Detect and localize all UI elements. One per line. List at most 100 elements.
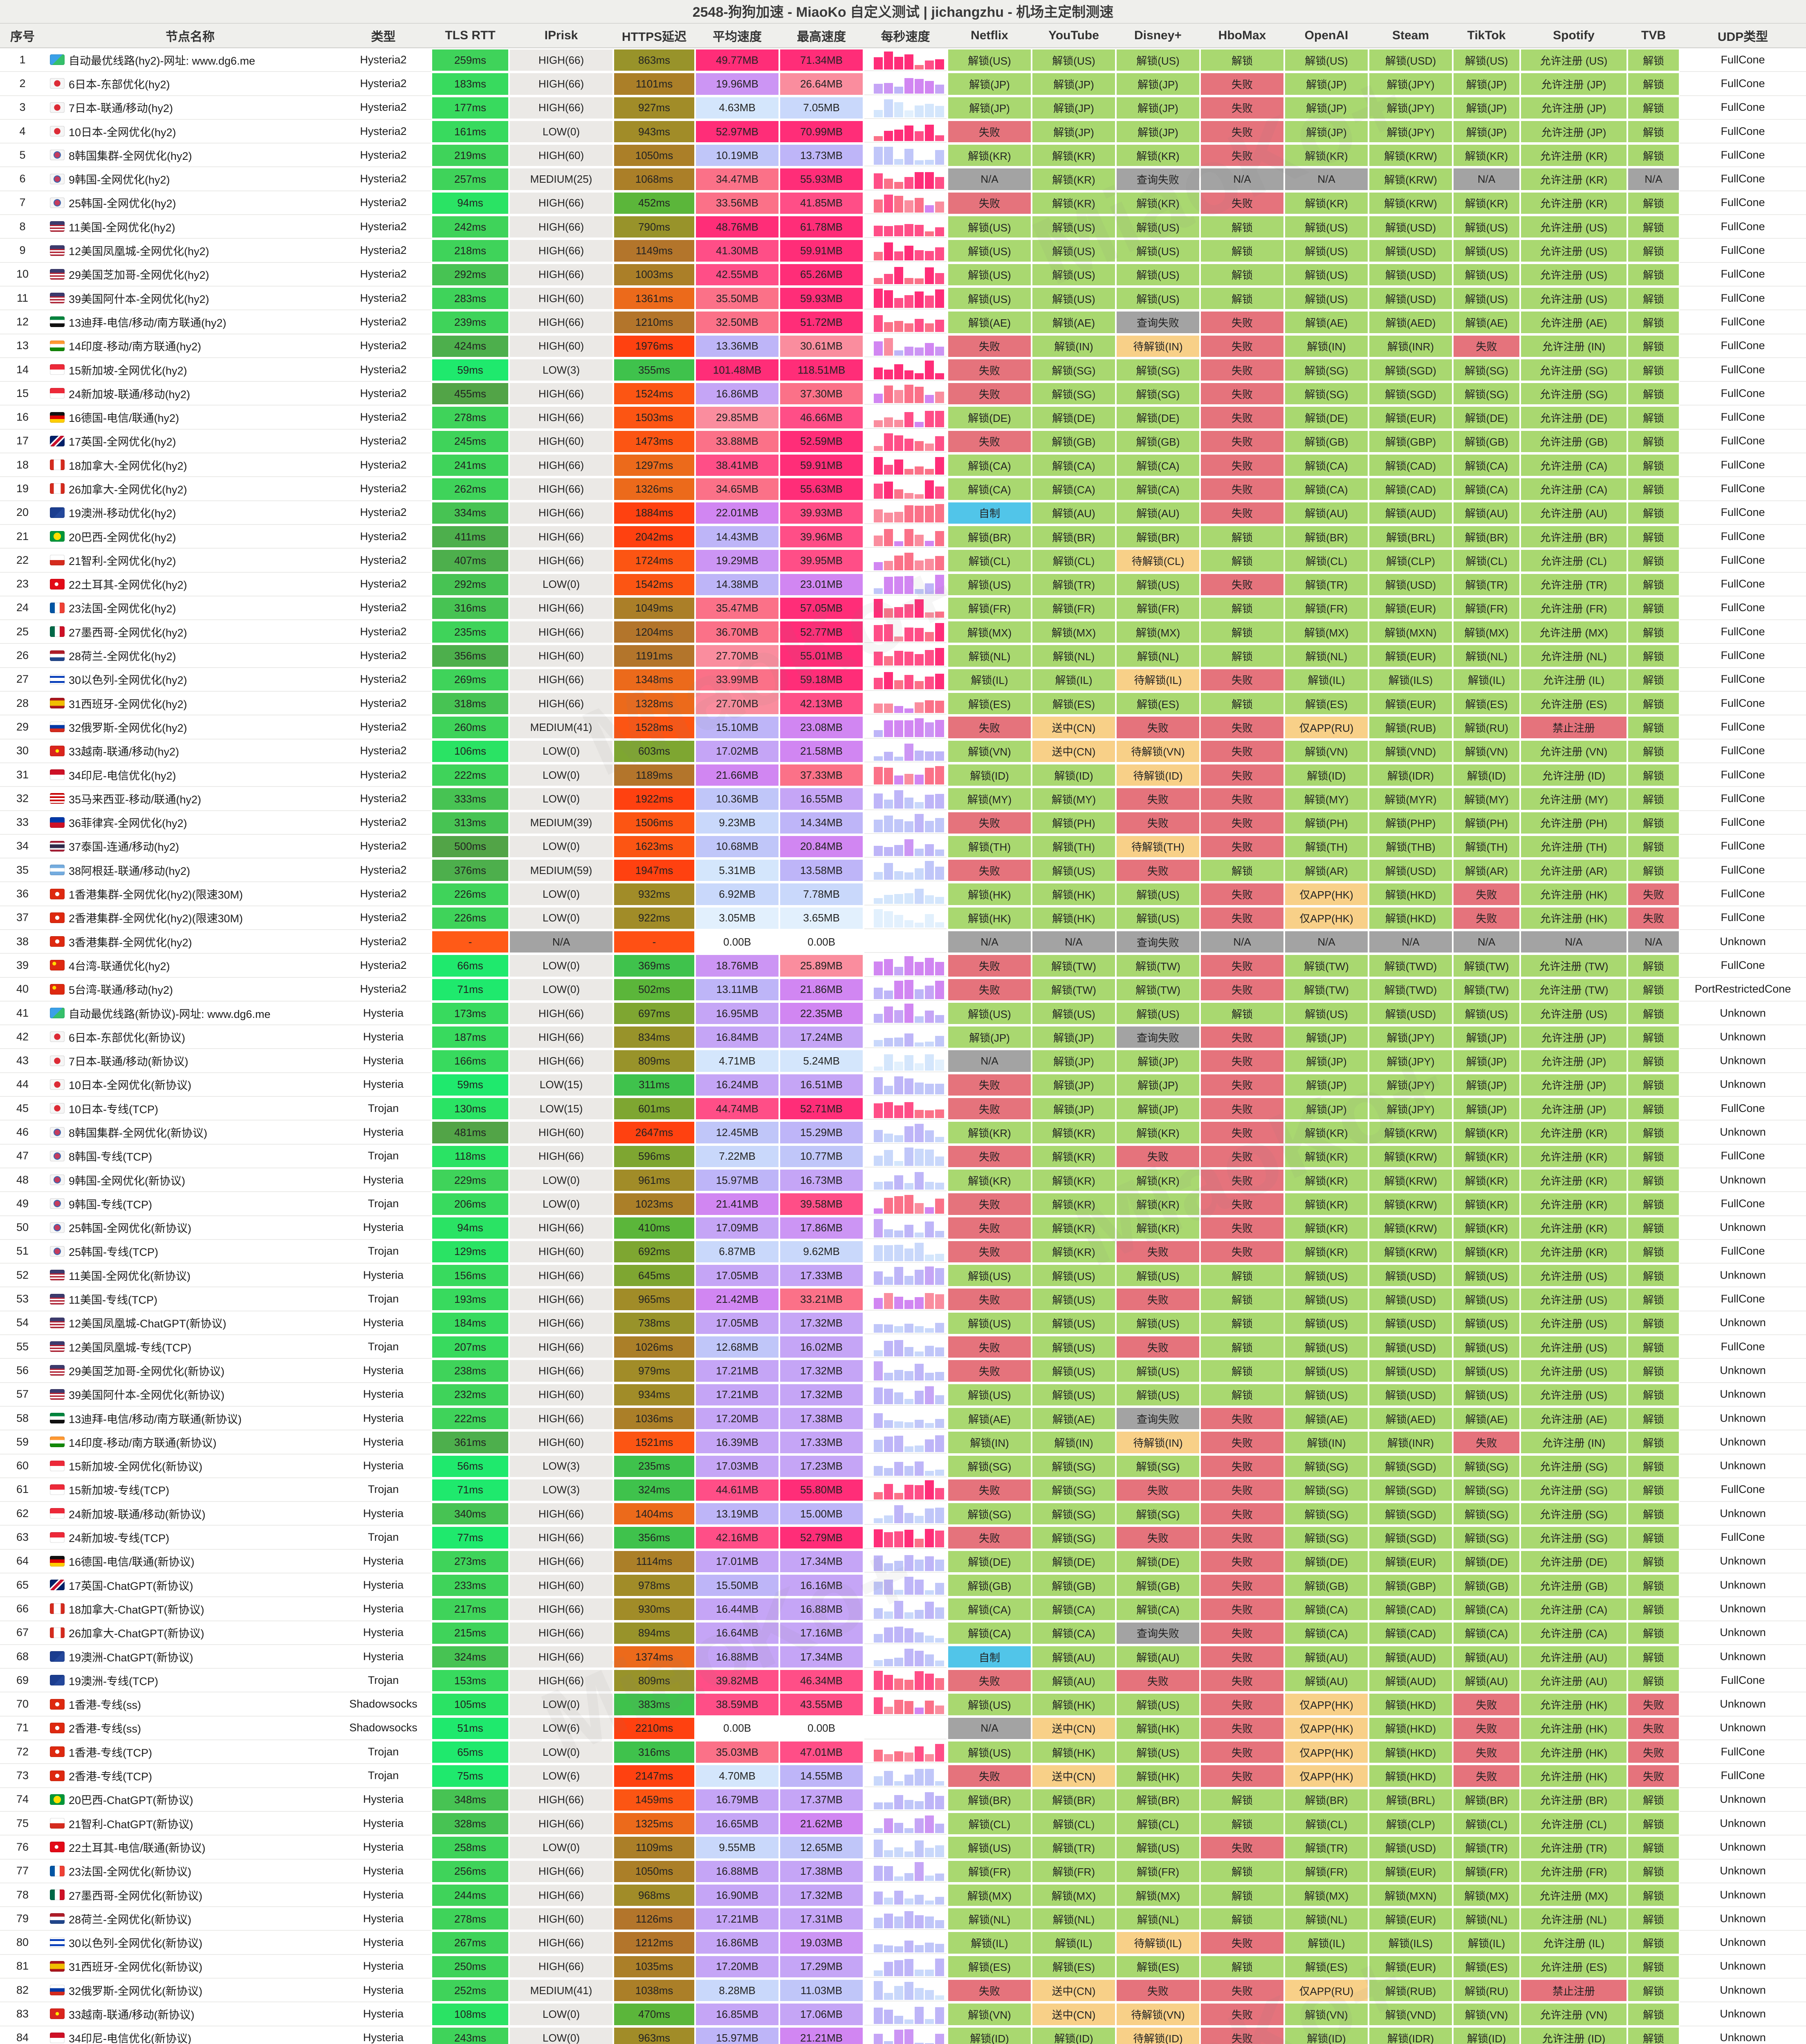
hbomax-cell: 失败 [1201,478,1283,500]
spotify-cell: 允许注册 (US) [1521,1002,1627,1024]
https-latency-cell: 324ms [614,1479,694,1501]
node-type: Hysteria2 [335,811,431,835]
node-row: 14 15新加坡-全网优化(hy2) Hysteria2 59ms LOW(3)… [0,358,1806,382]
sparkline-bar [915,599,924,618]
udp-type-cell: FullCone [1680,1526,1806,1550]
openai-cell: 解锁(JP) [1285,1098,1368,1120]
hbomax-cell: 失败 [1201,669,1283,691]
node-name: 28荷兰-全网优化(新协议) [69,1913,192,1926]
youtube-cell: 解锁(KR) [1032,1193,1115,1215]
sparkline-bar [874,1439,883,1452]
node-index: 64 [0,1550,45,1573]
openai-cell: 仅APP(RU) [1285,717,1368,738]
node-index: 79 [0,1907,45,1931]
openai-cell: 解锁(JP) [1285,73,1368,95]
steam-cell: 解锁(USD) [1369,264,1452,285]
tiktok-cell: 失败 [1454,335,1519,357]
youtube-cell: 解锁(JP) [1032,1074,1115,1096]
disneyplus-cell: 解锁(FR) [1117,1860,1199,1882]
tvb-cell: 解锁 [1628,1002,1679,1024]
sparkline-bar [884,1580,893,1595]
tls-rtt-cell: 222ms [432,1407,508,1430]
netflix-cell: 解锁(ES) [948,693,1031,715]
sparkline-bar [915,718,924,737]
speed-sparkline [864,1956,947,1978]
node-name-cell: 25韩国-专线(TCP) [45,1240,335,1264]
spotify-cell: 允许注册 (AU) [1521,1670,1627,1692]
sparkline-bar [915,1363,924,1381]
sparkline-bar [915,250,924,260]
tiktok-cell: 解锁(CA) [1454,478,1519,500]
country-flag-icon [50,173,65,184]
node-name-cell: 11美国-全网优化(hy2) [45,215,335,239]
netflix-cell: N/A [948,168,1031,190]
sparkline-bar [904,1004,913,1023]
node-type: Hysteria2 [335,787,431,811]
sparkline-bar [894,2029,903,2044]
node-name-cell: 8韩国-专线(TCP) [45,1145,335,1168]
node-type: Hysteria [335,1979,431,2003]
tiktok-cell: 解锁(SG) [1454,1527,1519,1549]
netflix-cell: 解锁(TH) [948,836,1031,858]
node-name: 15新加坡-专线(TCP) [69,1484,170,1497]
node-name-cell: 7日本-联通/移动(hy2) [45,96,335,120]
node-name: 36菲律宾-全网优化(hy2) [69,817,187,830]
sparkline-bar [925,296,934,308]
netflix-cell: 失败 [948,1193,1031,1215]
sparkline-bar [935,202,944,213]
node-type: Hysteria2 [335,477,431,501]
sparkline-bar [904,893,913,904]
udp-type-cell: FullCone [1680,287,1806,311]
hbomax-cell: 解锁 [1201,1384,1283,1405]
sparkline-bar [874,251,883,260]
sparkline-bar [894,1658,903,1667]
sparkline-bar [884,1706,893,1714]
node-name: 8韩国集群-全网优化(hy2) [69,150,192,162]
node-index: 14 [0,358,45,382]
avg-speed-cell: 16.86MB [696,383,778,405]
sparkline-bar [904,1248,913,1262]
tls-rtt-cell: 262ms [432,478,508,500]
sparkline-bar [904,1529,913,1547]
country-flag-icon [50,483,65,494]
openai-cell: 解锁(AU) [1285,1670,1368,1692]
sparkline-bar [874,457,883,475]
sparkline-bar [874,872,883,880]
hbomax-cell: 解锁 [1201,1289,1283,1310]
country-flag-icon [50,1270,65,1281]
netflix-cell: 解锁(MX) [948,621,1031,643]
netflix-cell: 解锁(CA) [948,455,1031,476]
sparkline-bar [874,1130,883,1142]
youtube-cell: 解锁(AU) [1032,502,1115,524]
node-row: 3 7日本-联通/移动(hy2) Hysteria2 177ms HIGH(66… [0,96,1806,120]
max-speed-cell: 17.38MB [780,1860,863,1882]
node-index: 65 [0,1573,45,1598]
node-type: Hysteria [335,1216,431,1240]
country-flag-icon [50,1389,65,1400]
node-row: 76 22土耳其-电信/联通(新协议) Hysteria 258ms LOW(0… [0,1836,1806,1860]
udp-type-cell: FullCone [1680,954,1806,978]
speed-sparkline [864,1384,947,1406]
tvb-cell: 解锁 [1628,1241,1679,1263]
tls-rtt-cell: 226ms [432,907,508,929]
sparkline-bar [894,706,903,713]
youtube-cell: 解锁(HK) [1032,907,1115,929]
node-name-cell: 22土耳其-全网优化(hy2) [45,573,335,596]
openai-cell: 解锁(IL) [1285,669,1368,691]
tls-rtt-cell: 283ms [432,287,508,309]
sparkline-bar [884,1515,893,1524]
tvb-cell: 解锁 [1628,359,1679,381]
tiktok-cell: 解锁(TR) [1454,1837,1519,1858]
sparkline-bar [894,1435,903,1452]
tvb-cell: 解锁 [1628,1360,1679,1382]
sparkline-bar [925,1042,934,1047]
node-name-cell: 1香港-专线(ss) [45,1692,335,1717]
avg-speed-cell: 33.56MB [696,192,778,214]
disneyplus-cell: 待解锁(IL) [1117,1932,1199,1954]
netflix-cell: 自制 [948,502,1031,524]
https-latency-cell: 316ms [614,1741,694,1763]
sparkline-bar [904,278,913,284]
tiktok-cell: 解锁(JP) [1454,1050,1519,1072]
hbomax-cell: 失败 [1201,1455,1283,1477]
sparkline-bar [874,1671,883,1690]
